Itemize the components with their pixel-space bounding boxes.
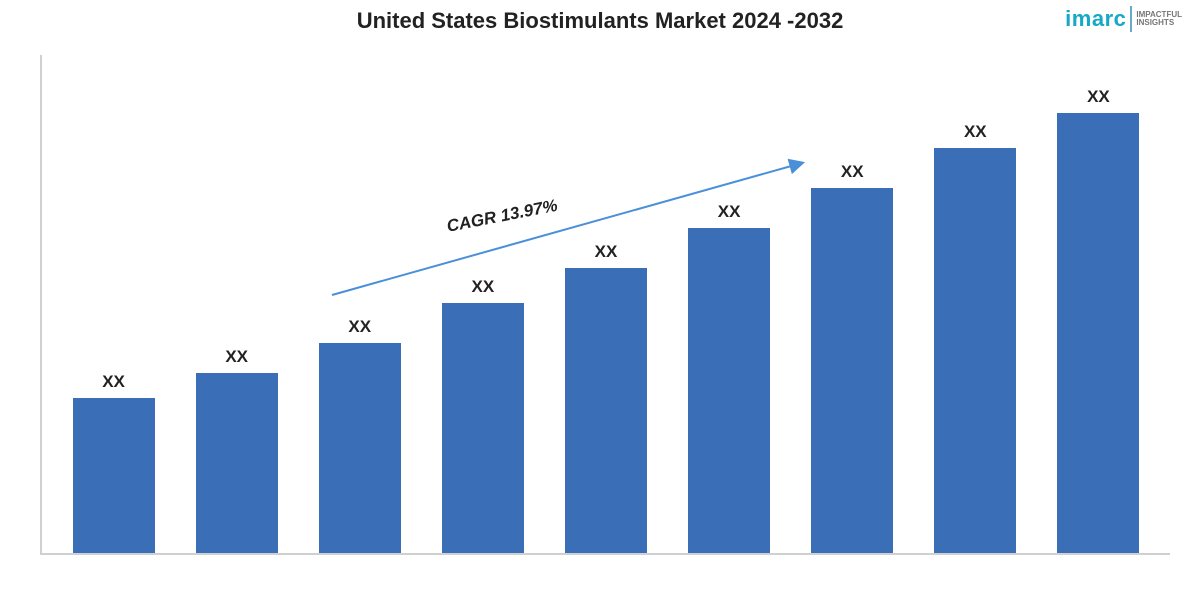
bar-wrap: XX — [319, 317, 401, 553]
bars-container: XX XX XX XX XX XX XX XX XX — [42, 55, 1170, 553]
bar-value-label: XX — [718, 202, 741, 222]
bar-value-label: XX — [225, 347, 248, 367]
bar-wrap: XX — [73, 372, 155, 553]
bar — [319, 343, 401, 553]
bar-wrap: XX — [196, 347, 278, 553]
bar-value-label: XX — [348, 317, 371, 337]
bar-value-label: XX — [102, 372, 125, 392]
bar — [1057, 113, 1139, 553]
bar-wrap: XX — [934, 122, 1016, 553]
bar-value-label: XX — [964, 122, 987, 142]
chart-plot-area: CAGR 13.97% XXXXXXXXXXXXXXXXXX — [40, 55, 1170, 555]
brand-logo: imarc IMPACTFUL INSIGHTS — [1065, 6, 1182, 32]
bar — [688, 228, 770, 553]
brand-tagline: IMPACTFUL INSIGHTS — [1136, 11, 1182, 27]
bar-wrap: XX — [442, 277, 524, 553]
bar — [196, 373, 278, 553]
bar-value-label: XX — [1087, 87, 1110, 107]
bar — [565, 268, 647, 553]
bar-wrap: XX — [688, 202, 770, 553]
page: United States Biostimulants Market 2024 … — [0, 0, 1200, 600]
bar-wrap: XX — [1057, 87, 1139, 553]
bar-wrap: XX — [811, 162, 893, 553]
chart-title: United States Biostimulants Market 2024 … — [0, 8, 1200, 34]
bar-value-label: XX — [595, 242, 618, 262]
bar — [934, 148, 1016, 553]
brand-tagline-line2: INSIGHTS — [1136, 18, 1174, 27]
brand-name: imarc — [1065, 6, 1132, 32]
bar — [442, 303, 524, 553]
bar — [811, 188, 893, 553]
bar — [73, 398, 155, 553]
bar-value-label: XX — [472, 277, 495, 297]
bar-wrap: XX — [565, 242, 647, 553]
bar-value-label: XX — [841, 162, 864, 182]
